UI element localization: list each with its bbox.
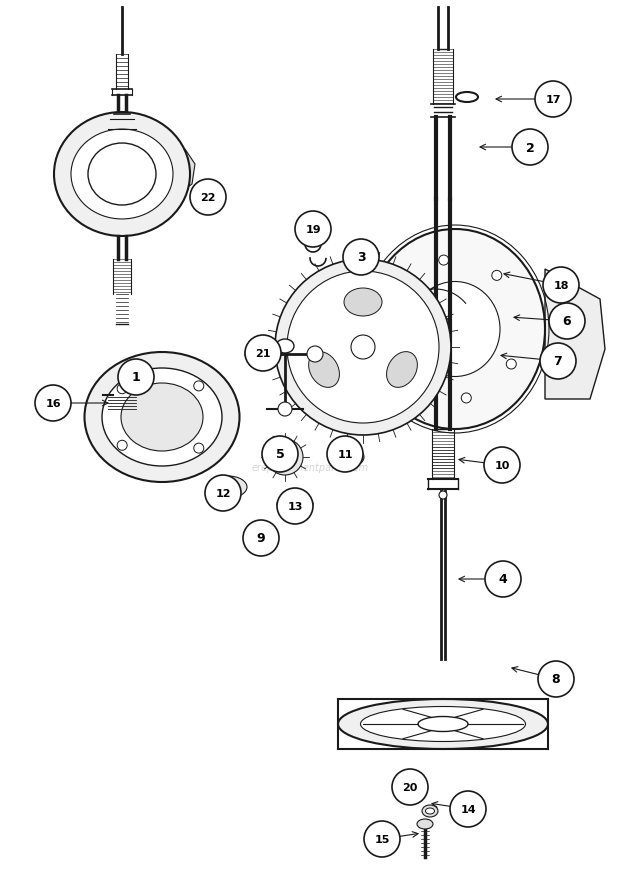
- Circle shape: [194, 381, 204, 392]
- Text: ereplacementparts.com: ereplacementparts.com: [252, 463, 368, 472]
- Polygon shape: [158, 150, 195, 195]
- Text: 8: 8: [552, 673, 560, 686]
- Circle shape: [275, 260, 451, 435]
- Circle shape: [35, 385, 71, 421]
- Circle shape: [267, 440, 303, 476]
- Ellipse shape: [413, 784, 423, 792]
- Circle shape: [392, 769, 428, 805]
- Circle shape: [439, 492, 447, 500]
- Text: 22: 22: [200, 193, 216, 203]
- Circle shape: [327, 436, 363, 472]
- Circle shape: [245, 344, 265, 364]
- Circle shape: [277, 488, 313, 524]
- Circle shape: [512, 130, 548, 166]
- Text: 10: 10: [494, 460, 510, 471]
- Text: 18: 18: [553, 281, 569, 291]
- Ellipse shape: [360, 707, 526, 742]
- Circle shape: [543, 268, 579, 304]
- Ellipse shape: [84, 353, 239, 482]
- Circle shape: [287, 271, 439, 423]
- Circle shape: [419, 313, 451, 346]
- Ellipse shape: [425, 808, 435, 814]
- Ellipse shape: [409, 781, 427, 795]
- Circle shape: [351, 335, 375, 360]
- Circle shape: [295, 212, 331, 248]
- Text: 1: 1: [131, 371, 140, 384]
- Circle shape: [307, 347, 323, 363]
- Circle shape: [549, 304, 585, 340]
- Ellipse shape: [422, 805, 438, 817]
- Text: 7: 7: [554, 355, 562, 368]
- Text: 13: 13: [287, 501, 303, 511]
- Ellipse shape: [218, 481, 238, 493]
- Ellipse shape: [88, 144, 156, 205]
- Ellipse shape: [286, 500, 304, 509]
- Text: 5: 5: [276, 448, 285, 461]
- Text: 9: 9: [257, 532, 265, 545]
- Circle shape: [205, 476, 241, 511]
- Ellipse shape: [253, 530, 269, 540]
- Circle shape: [492, 271, 502, 281]
- Circle shape: [450, 791, 486, 827]
- Text: 3: 3: [356, 251, 365, 264]
- Ellipse shape: [338, 699, 548, 749]
- Ellipse shape: [410, 282, 500, 377]
- Ellipse shape: [276, 340, 294, 354]
- Ellipse shape: [365, 230, 545, 429]
- Ellipse shape: [417, 819, 433, 829]
- Text: 4: 4: [498, 572, 507, 586]
- Ellipse shape: [346, 453, 358, 462]
- Text: 14: 14: [460, 804, 476, 814]
- Text: 11: 11: [337, 450, 353, 459]
- Ellipse shape: [309, 352, 339, 388]
- Ellipse shape: [71, 130, 173, 220]
- Text: 20: 20: [402, 782, 418, 792]
- Circle shape: [538, 661, 574, 697]
- Circle shape: [117, 441, 127, 450]
- Ellipse shape: [418, 716, 468, 731]
- Polygon shape: [545, 270, 605, 399]
- Text: 12: 12: [215, 488, 231, 499]
- Text: 6: 6: [563, 315, 571, 328]
- Circle shape: [389, 301, 399, 311]
- Circle shape: [194, 443, 204, 454]
- Circle shape: [279, 451, 291, 464]
- Ellipse shape: [54, 113, 190, 237]
- Ellipse shape: [344, 289, 382, 317]
- Circle shape: [364, 821, 400, 857]
- Circle shape: [484, 448, 520, 484]
- Circle shape: [485, 561, 521, 597]
- Text: 19: 19: [305, 225, 321, 234]
- Circle shape: [243, 521, 279, 557]
- Circle shape: [262, 436, 298, 472]
- Circle shape: [439, 255, 449, 266]
- Circle shape: [117, 385, 127, 394]
- Circle shape: [343, 240, 379, 276]
- Circle shape: [535, 82, 571, 118]
- Circle shape: [245, 335, 281, 371]
- Ellipse shape: [102, 369, 222, 466]
- Text: 15: 15: [374, 834, 390, 844]
- Circle shape: [278, 402, 292, 416]
- Circle shape: [118, 360, 154, 396]
- Text: 17: 17: [545, 95, 560, 104]
- Circle shape: [507, 360, 516, 370]
- Ellipse shape: [456, 93, 478, 103]
- Circle shape: [190, 180, 226, 216]
- Ellipse shape: [246, 525, 276, 545]
- Ellipse shape: [340, 449, 364, 466]
- Circle shape: [408, 378, 419, 388]
- Circle shape: [461, 393, 471, 404]
- Circle shape: [540, 343, 576, 379]
- Ellipse shape: [121, 384, 203, 451]
- Text: 2: 2: [526, 141, 534, 155]
- Text: 21: 21: [255, 349, 271, 358]
- Ellipse shape: [209, 477, 247, 499]
- Ellipse shape: [386, 352, 417, 388]
- Text: 16: 16: [45, 399, 61, 408]
- Ellipse shape: [277, 494, 313, 515]
